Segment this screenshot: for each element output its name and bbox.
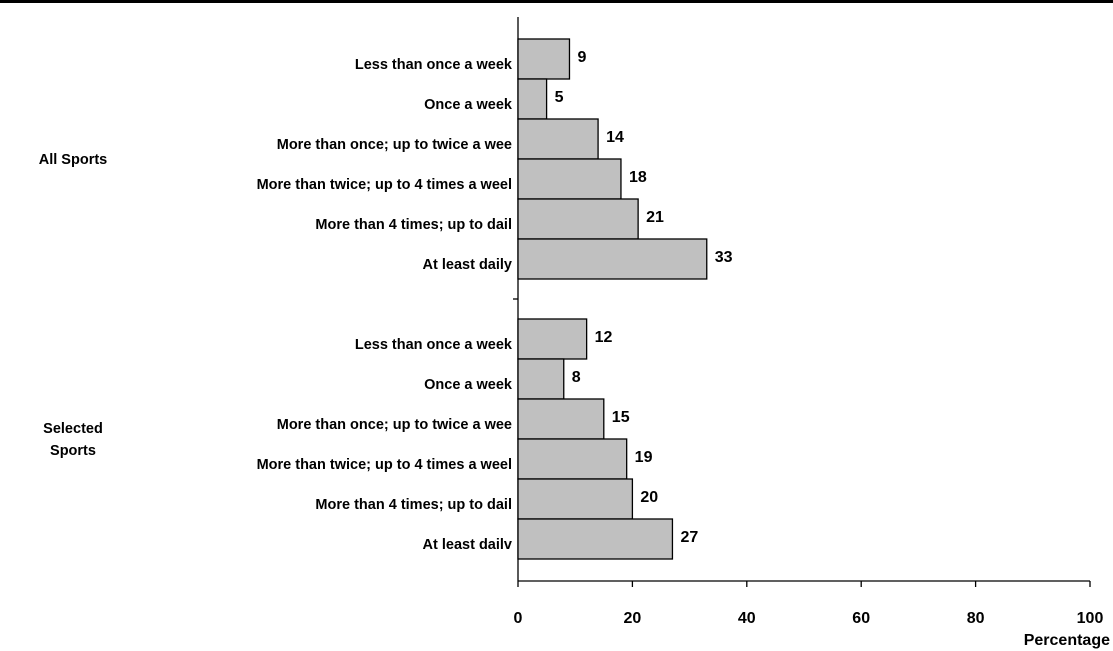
bar bbox=[517, 398, 605, 440]
x-tick-label: 40 bbox=[738, 610, 756, 627]
x-tick-label: 100 bbox=[1077, 610, 1104, 627]
category-label: More than twice; up to 4 times a weel bbox=[257, 177, 512, 193]
value-label: 15 bbox=[612, 409, 630, 426]
bar bbox=[517, 438, 628, 480]
group-label-line: Selected bbox=[43, 421, 103, 437]
x-tick-label: 0 bbox=[514, 610, 523, 627]
x-tick-label: 20 bbox=[624, 610, 642, 627]
category-label: More than once; up to twice a wee bbox=[277, 417, 512, 433]
category-label: Less than once a week bbox=[355, 57, 513, 73]
value-label: 5 bbox=[555, 89, 564, 106]
value-label: 27 bbox=[680, 529, 698, 546]
bar bbox=[517, 518, 674, 560]
group-label: All Sports bbox=[39, 152, 107, 168]
category-label: More than 4 times; up to dail bbox=[315, 497, 512, 513]
value-label: 20 bbox=[640, 489, 658, 506]
bar bbox=[517, 238, 708, 280]
category-label: At least dailv bbox=[423, 537, 512, 553]
bar bbox=[517, 158, 622, 200]
bar bbox=[517, 118, 599, 160]
group-label: Selected Sports bbox=[43, 421, 103, 459]
bar bbox=[517, 38, 571, 80]
bar-chart: 0 20 40 60 80 100 Percentage Less than once a w… bbox=[39, 17, 1110, 649]
category-label: More than once; up to twice a wee bbox=[277, 137, 512, 153]
value-label: 14 bbox=[606, 129, 624, 146]
category-label: More than 4 times; up to dail bbox=[315, 217, 512, 233]
category-label: More than twice; up to 4 times a weel bbox=[257, 457, 512, 473]
bar bbox=[517, 478, 634, 520]
value-label: 33 bbox=[715, 249, 733, 266]
bar bbox=[517, 198, 639, 240]
value-label: 18 bbox=[629, 169, 647, 186]
bar bbox=[517, 358, 565, 400]
group-label-line: All Sports bbox=[39, 152, 107, 168]
value-label: 21 bbox=[646, 209, 664, 226]
group-label-line: Sports bbox=[50, 443, 96, 459]
value-label: 8 bbox=[572, 369, 581, 386]
value-label: 19 bbox=[635, 449, 653, 466]
category-label: Once a week bbox=[424, 377, 513, 393]
x-tick-label: 60 bbox=[852, 610, 870, 627]
value-label: 12 bbox=[595, 329, 613, 346]
category-label: At least daily bbox=[423, 257, 512, 273]
x-axis-title: Percentage bbox=[1024, 632, 1110, 649]
bar bbox=[517, 318, 588, 360]
bar bbox=[517, 78, 548, 120]
x-tick-label: 80 bbox=[967, 610, 985, 627]
category-label: Once a week bbox=[424, 97, 513, 113]
category-label: Less than once a week bbox=[355, 337, 513, 353]
value-label: 9 bbox=[577, 49, 586, 66]
